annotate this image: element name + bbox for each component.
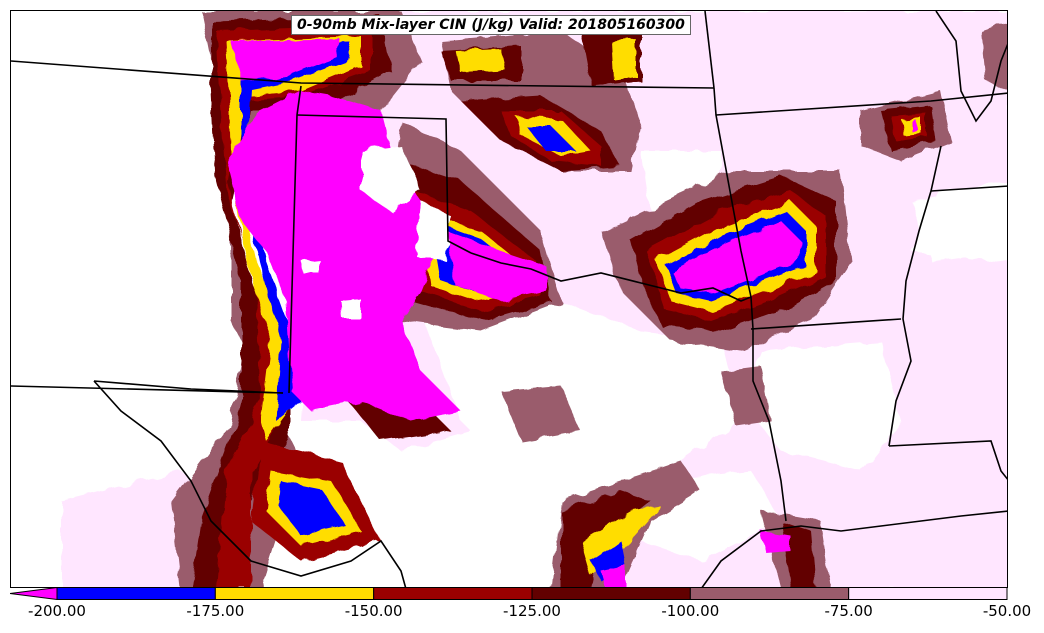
colorbar-bin (373, 587, 533, 600)
colorbar-tick-label: -100.00 (661, 602, 720, 620)
colorbar-bin (56, 587, 216, 600)
colorbar-tick-label: -200.00 (28, 602, 86, 620)
colorbar-tick-label: -125.00 (503, 602, 561, 620)
border-arkansas-north (715, 92, 1007, 116)
cin-field-clear-islands (301, 146, 451, 319)
border-rio-grande (93, 380, 407, 587)
border-north-missouri (935, 11, 1007, 123)
colorbar-tick-label: -175.00 (186, 602, 245, 620)
boundary-lines (11, 11, 1007, 587)
colorbar-segments (10, 587, 1008, 600)
border-oklahoma-arkansas (713, 87, 752, 298)
map-title: 0-90mb Mix-layer CIN (J/kg) Valid: 20180… (291, 15, 691, 35)
colorbar-tick-label: -50.00 (982, 602, 1032, 620)
border-oklahoma-panhandle (296, 114, 472, 254)
colorbar-bin (689, 587, 850, 600)
border-newmexico-south (11, 385, 284, 394)
border-rio-grande-west (93, 380, 284, 394)
border-texas-louisiana (750, 296, 787, 522)
colorbar-bin (214, 587, 375, 600)
border-mississippi-south (888, 440, 1007, 480)
border-texas-newmexico (288, 85, 302, 394)
border-red-river (470, 252, 752, 302)
colorbar-under-triangle (10, 587, 58, 600)
border-arkansas-east (930, 185, 1007, 192)
border-kansas-oklahoma (11, 60, 715, 89)
map-panel (10, 10, 1008, 588)
cin-map (11, 11, 1007, 587)
colorbar-tick-label: -75.00 (824, 602, 873, 620)
colorbar (10, 587, 1008, 600)
colorbar-bin (848, 587, 1008, 600)
colorbar-tick-label: -150.00 (344, 602, 403, 620)
border-mississippi-river (888, 145, 942, 447)
border-arkansas-louisiana (750, 318, 902, 330)
colorbar-bin (531, 587, 691, 600)
border-texas-interior-east (704, 11, 715, 89)
coastline-gulf (701, 510, 1007, 587)
